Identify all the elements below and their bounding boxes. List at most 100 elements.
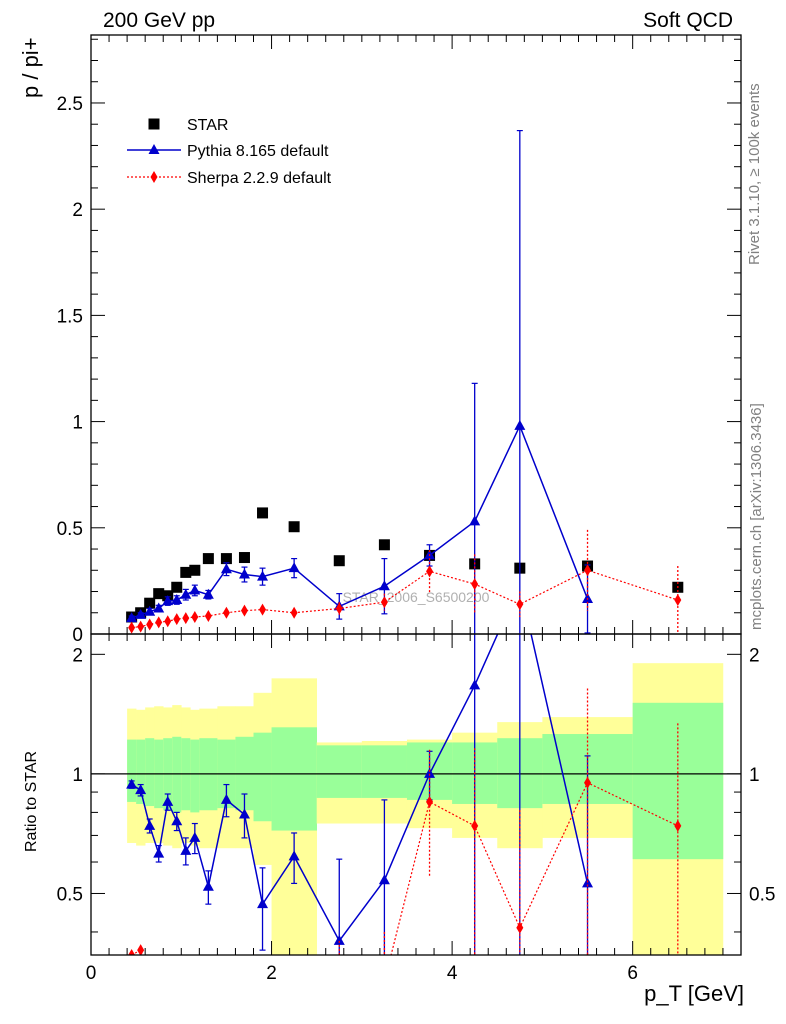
uncertainty-band-inner bbox=[145, 738, 155, 807]
x-tick-label: 2 bbox=[266, 963, 277, 984]
main-y-tick-label: 0.5 bbox=[57, 519, 83, 540]
ratio-point-sherpa bbox=[516, 921, 524, 934]
pythia-data-point bbox=[257, 570, 269, 581]
sherpa-data-point bbox=[155, 616, 163, 629]
main-plot-area: STAR_2006_S6500200 bbox=[126, 129, 684, 634]
legend-marker bbox=[148, 118, 160, 130]
ratio-point-pythia bbox=[378, 874, 390, 885]
pythia-data-point bbox=[378, 580, 390, 591]
ratio-point-pythia bbox=[257, 898, 269, 909]
sherpa-data-point bbox=[173, 613, 181, 626]
uncertainty-band-inner bbox=[127, 739, 137, 802]
ratio-point-pythia bbox=[153, 847, 165, 858]
sherpa-data-point bbox=[191, 611, 199, 624]
star-data-point bbox=[238, 552, 250, 564]
ratio-point-pythia bbox=[469, 679, 481, 690]
uncertainty-band-inner bbox=[172, 736, 182, 813]
sherpa-data-point bbox=[290, 606, 298, 619]
ratio-y-tick-label-right: 2 bbox=[749, 645, 760, 666]
header-right: Soft QCD bbox=[643, 9, 733, 32]
pythia-data-point bbox=[153, 602, 165, 613]
uncertainty-band-inner bbox=[190, 739, 200, 813]
x-tick-label: 0 bbox=[86, 963, 97, 984]
main-y-tick-label: 2 bbox=[72, 200, 83, 221]
main-y-tick-label: 1.5 bbox=[57, 306, 83, 327]
pythia-data-point bbox=[180, 588, 192, 599]
sherpa-data-point bbox=[182, 612, 190, 625]
ratio-point-pythia bbox=[171, 815, 183, 826]
header-left: 200 GeV pp bbox=[103, 9, 216, 32]
ratio-y-tick-label-left: 0.5 bbox=[57, 884, 83, 905]
sherpa-data-point bbox=[240, 604, 248, 617]
ratio-point-sherpa bbox=[584, 776, 592, 789]
main-y-tick-label: 2.5 bbox=[57, 94, 83, 115]
pythia-data-point bbox=[514, 419, 526, 430]
ratio-point-sherpa bbox=[336, 976, 343, 988]
main-panel: STAR_2006_S6500200 0 0.5 1 1.5 2 2.5 STAR Pythia… bbox=[57, 34, 742, 646]
pythia-data-point bbox=[469, 515, 481, 526]
ratio-point-pythia bbox=[135, 784, 147, 795]
legend-marker bbox=[148, 144, 160, 154]
ratio-point-pythia bbox=[180, 844, 192, 855]
star-data-point bbox=[189, 564, 201, 576]
ratio-point-sherpa bbox=[146, 970, 153, 982]
ratio-point-sherpa bbox=[241, 976, 248, 988]
uncertainty-band-inner bbox=[253, 732, 272, 822]
main-y-tick-label: 1 bbox=[72, 413, 83, 434]
uncertainty-band-inner bbox=[136, 739, 146, 804]
ratio-point-sherpa bbox=[674, 819, 682, 832]
ratio-point-pythia bbox=[189, 831, 201, 842]
pythia-data-point bbox=[162, 595, 174, 606]
star-data-point bbox=[202, 553, 214, 565]
ratio-y-tick-label-right: 0.5 bbox=[749, 884, 775, 905]
uncertainty-band-inner bbox=[361, 745, 408, 798]
sherpa-data-point bbox=[128, 621, 136, 634]
ratio-point-sherpa bbox=[137, 944, 145, 955]
sherpa-data-point bbox=[584, 564, 592, 577]
star-data-point bbox=[257, 507, 269, 519]
y-axis-label-ratio: Ratio to STAR bbox=[23, 750, 40, 852]
x-tick-label: 6 bbox=[627, 963, 638, 984]
star-data-point bbox=[153, 588, 165, 600]
sherpa-data-point bbox=[164, 615, 172, 628]
ratio-point-sherpa bbox=[155, 981, 162, 993]
mcplots-source-label: mcplots.cern.ch [arXiv:1306.3436] bbox=[748, 403, 765, 630]
ratio-panel: 0.5 0.51 12 20 2 4 6 bbox=[57, 35, 775, 1024]
pythia-data-point bbox=[126, 612, 138, 623]
sherpa-data-point bbox=[204, 609, 212, 622]
ratio-point-sherpa bbox=[223, 987, 230, 999]
ratio-point-pythia bbox=[126, 778, 138, 789]
x-axis-label: p_T [GeV] bbox=[644, 981, 744, 1006]
uncertainty-band-inner bbox=[271, 727, 317, 831]
ratio-point-sherpa bbox=[471, 819, 479, 832]
sherpa-data-point bbox=[146, 618, 154, 631]
star-data-point bbox=[171, 581, 183, 593]
pythia-data-point bbox=[189, 584, 201, 595]
sherpa-data-point bbox=[426, 565, 434, 578]
ratio-point-pythia bbox=[202, 880, 214, 891]
sherpa-data-point bbox=[471, 578, 479, 591]
ratio-point-pythia bbox=[162, 795, 174, 806]
sherpa-data-point bbox=[335, 602, 343, 615]
ratio-point-sherpa bbox=[205, 1014, 212, 1024]
sherpa-data-point bbox=[259, 603, 267, 616]
ratio-y-tick-label-right: 1 bbox=[749, 765, 760, 786]
y-axis-label-main-text: p / pi+ bbox=[18, 37, 43, 98]
legend-marker bbox=[150, 171, 158, 183]
star-data-point bbox=[333, 555, 345, 567]
pythia-data-point bbox=[220, 563, 232, 574]
y-axis-label-main: p / pi+ bbox=[18, 37, 44, 98]
ratio-series-line bbox=[131, 781, 679, 955]
pythia-data-point bbox=[288, 562, 300, 573]
star-data-point bbox=[288, 521, 300, 533]
sherpa-data-point bbox=[380, 596, 388, 609]
ratio-point-sherpa bbox=[164, 959, 171, 971]
main-frame bbox=[90, 34, 742, 635]
ratio-point-pythia bbox=[220, 793, 232, 804]
uncertainty-band-inner bbox=[316, 745, 363, 798]
main-y-tick-label: 0 bbox=[72, 625, 83, 646]
ratio-point-pythia bbox=[288, 850, 300, 861]
sherpa-data-point bbox=[674, 594, 682, 607]
ratio-point-pythia bbox=[238, 808, 250, 819]
star-data-point bbox=[220, 553, 232, 565]
